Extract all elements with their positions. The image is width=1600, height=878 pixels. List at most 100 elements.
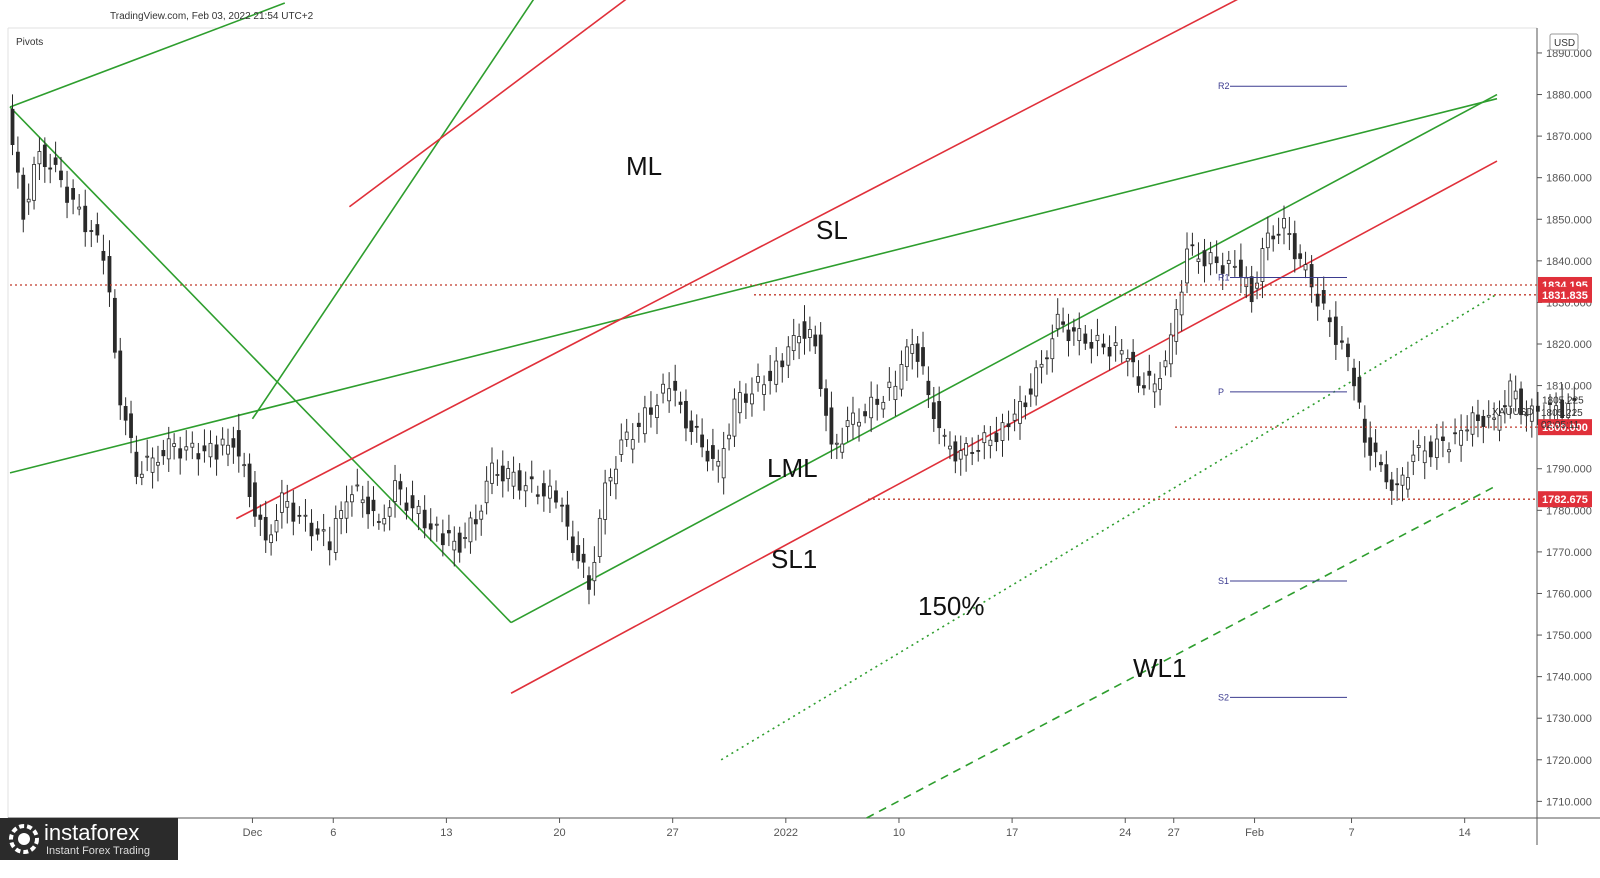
candle-body (129, 413, 133, 438)
candle-body (463, 537, 467, 539)
candle-body (511, 471, 516, 487)
candle-body (926, 380, 931, 396)
candle-body (1147, 370, 1152, 376)
candle-body (721, 448, 726, 479)
y-tick-label: 1740.000 (1546, 672, 1592, 684)
candle-body (404, 502, 409, 511)
candle-body (673, 380, 678, 391)
candle-body (1535, 405, 1540, 412)
candle-body (1340, 340, 1344, 343)
candle-body (1000, 422, 1005, 441)
candle-body (727, 434, 731, 440)
candle-body (1513, 390, 1518, 400)
candle-body (48, 167, 53, 170)
trendline (9, 106, 512, 624)
candle-body (236, 430, 241, 457)
last-price-visible: 1805.225 (1541, 408, 1583, 419)
candle-body (581, 553, 586, 563)
candle-body (1136, 376, 1141, 386)
logo-tagline: Instant Forex Trading (46, 845, 150, 857)
candle-body (263, 516, 268, 541)
candle-body (26, 198, 31, 203)
currency-box[interactable] (1549, 33, 1579, 51)
candle-body (150, 457, 155, 473)
candle-body (1276, 233, 1281, 236)
candle-body (857, 421, 861, 427)
candle-body (915, 343, 920, 362)
candle-body (269, 534, 274, 544)
candle-body (440, 533, 445, 546)
candle-body (1357, 376, 1362, 403)
candle-body (762, 384, 766, 395)
pivot-label: P (1218, 387, 1224, 397)
candle-body (678, 401, 683, 405)
candle-body (1055, 313, 1060, 330)
candle-body (768, 370, 773, 382)
candle-body (190, 442, 195, 448)
candle-body (597, 517, 602, 557)
candle-body (948, 445, 952, 450)
candle-body (780, 360, 785, 368)
candle-body (1389, 479, 1394, 491)
candle-body (366, 496, 370, 515)
candle-body (570, 536, 575, 553)
candle-body (77, 206, 82, 210)
candle-body (172, 443, 177, 447)
candle-body (274, 520, 279, 533)
candle-body (1497, 415, 1502, 431)
candle-body (59, 170, 63, 181)
candle-body (297, 514, 302, 517)
candle-body (428, 523, 433, 530)
candle-body (829, 407, 834, 445)
candle-body (1572, 398, 1577, 401)
candle-body (1125, 358, 1130, 362)
x-tick-label: 10 (893, 827, 905, 839)
x-tick-label: 2022 (774, 827, 798, 839)
candle-body (490, 462, 494, 484)
candle-body (315, 528, 320, 535)
candle-body (661, 383, 665, 394)
y-tick-label: 1750.000 (1546, 630, 1592, 642)
candle-body (1529, 405, 1534, 422)
x-tick-label: 13 (440, 827, 452, 839)
candle-body (279, 492, 284, 513)
candle-body (1271, 235, 1276, 240)
logo-gear-icon (9, 824, 39, 854)
last-price-tag: 1805.225 (1542, 395, 1584, 406)
candle-body (560, 504, 564, 507)
candles (10, 94, 1577, 605)
candle-body (339, 510, 344, 519)
candle-body (845, 420, 850, 428)
candle-body (592, 561, 597, 582)
candle-body (1333, 316, 1338, 345)
candle-body (247, 463, 252, 497)
candle-body (655, 405, 659, 418)
candle-body (807, 329, 812, 338)
pivot-label: S1 (1218, 576, 1229, 586)
candle-body (1560, 399, 1565, 418)
candle-body (473, 519, 478, 525)
candle-body (1023, 402, 1028, 408)
candle-body (253, 482, 257, 517)
candle-body (548, 485, 552, 499)
x-tick-label: 20 (553, 827, 565, 839)
candle-body (1202, 250, 1207, 267)
candle-body (694, 425, 699, 428)
trendline (235, 0, 1238, 520)
candle-body (220, 438, 225, 446)
candle-body (42, 144, 47, 168)
candle-body (1292, 233, 1297, 260)
candle-body (1168, 334, 1173, 365)
candle-body (931, 402, 936, 420)
candle-body (398, 481, 403, 490)
candle-body (1346, 343, 1350, 358)
y-tick-label: 1770.000 (1546, 547, 1592, 559)
candle-body (756, 376, 760, 383)
currency-label: USD (1554, 38, 1575, 49)
candle-body (1519, 388, 1523, 416)
candle-body (422, 509, 427, 529)
candle-body (1486, 414, 1491, 418)
